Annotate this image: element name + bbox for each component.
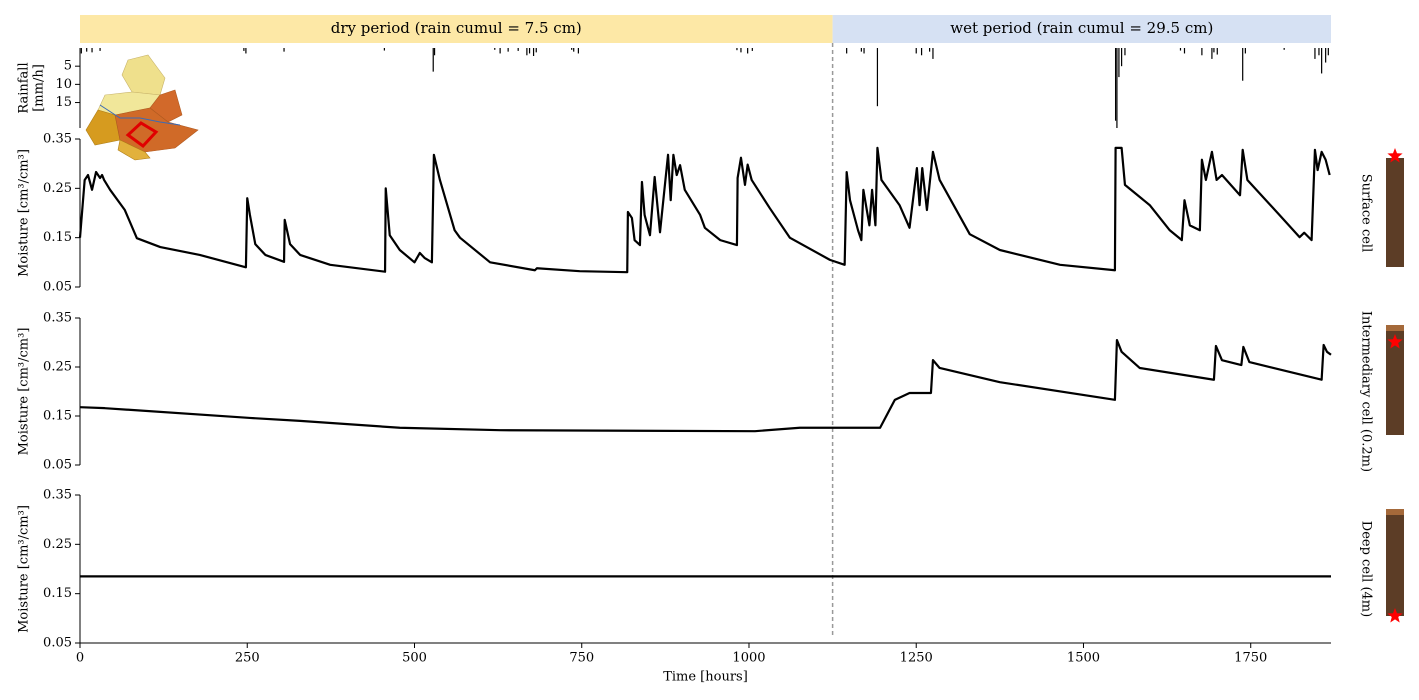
x-tick-label: 1000	[732, 651, 765, 666]
rain-bar	[499, 48, 501, 54]
rain-bar	[432, 48, 434, 72]
y-tick-label: 0.05	[43, 636, 72, 651]
rain-bar	[571, 48, 573, 50]
rain-bar	[740, 48, 742, 53]
rain-bar	[80, 48, 82, 54]
period-label: dry period (rain cumul = 7.5 cm)	[331, 19, 582, 37]
y-tick-label: 0.05	[43, 458, 72, 473]
y-tick-label: 10	[55, 77, 72, 92]
x-tick-label: 1500	[1067, 651, 1100, 666]
rain-bar	[1124, 48, 1126, 56]
rain-bar	[494, 48, 496, 50]
soil-column-icons	[1386, 148, 1404, 623]
rain-bar	[243, 48, 245, 51]
y-tick-label: 0.15	[43, 586, 72, 601]
moisture-line	[78, 146, 1331, 274]
rain-bar	[86, 48, 88, 52]
x-tick-label: 0	[76, 651, 84, 666]
catchment-map	[85, 54, 199, 161]
rain-bar	[507, 48, 509, 52]
y-tick-label: 0.35	[43, 488, 72, 503]
rain-bar	[860, 48, 862, 52]
rain-bar	[1201, 48, 1203, 56]
y-axis-label: Moisture [cm³/cm³]	[17, 328, 32, 456]
y-tick-label: 0.25	[43, 537, 72, 552]
y-tick-label: 0.25	[43, 360, 72, 375]
x-tick-label: 1750	[1234, 651, 1267, 666]
rain-bar	[1211, 48, 1213, 59]
rain-bar	[751, 48, 753, 51]
rain-bar	[245, 48, 247, 54]
rain-bar	[1318, 48, 1320, 56]
rain-bar	[920, 48, 923, 56]
rain-bar	[915, 48, 917, 54]
rain-bar	[1283, 48, 1285, 50]
y-axis-label: Rainfall	[17, 62, 32, 113]
rain-bar	[517, 48, 519, 51]
rain-bar	[863, 48, 865, 54]
y-tick-label: 0.15	[43, 230, 72, 245]
period-label: wet period (rain cumul = 29.5 cm)	[950, 19, 1213, 37]
rain-bar	[1179, 48, 1182, 51]
rain-bar	[747, 48, 749, 54]
y-axis-label: [mm/h]	[32, 64, 47, 112]
rain-bar	[1327, 48, 1329, 56]
panel-label: Deep cell (4m)	[1359, 521, 1374, 617]
rain-bar	[1242, 48, 1244, 81]
moisture-line	[79, 338, 1332, 433]
rain-bar	[1118, 48, 1120, 78]
period-band	[80, 15, 833, 43]
period-band	[832, 15, 1331, 43]
rain-bar	[1216, 48, 1218, 55]
rain-bar	[283, 48, 285, 52]
rain-bar	[528, 48, 531, 54]
rain-bar	[1244, 48, 1246, 54]
rain-bar	[1114, 48, 1117, 121]
rain-bar	[577, 48, 579, 54]
rain-bar	[929, 48, 931, 52]
rain-bar	[526, 48, 528, 56]
rain-bar	[932, 48, 934, 59]
rain-bar	[1321, 48, 1323, 74]
x-axis-label: Time [hours]	[663, 670, 748, 685]
rain-bar	[1183, 48, 1186, 54]
rain-bar	[1213, 48, 1215, 53]
y-tick-label: 0.35	[43, 132, 72, 147]
y-tick-label: 15	[55, 95, 72, 110]
y-tick-label: 0.15	[43, 409, 72, 424]
y-tick-label: 5	[64, 59, 72, 74]
rain-bar	[876, 48, 879, 107]
rain-bar	[1116, 48, 1118, 128]
rain-bar	[433, 48, 436, 56]
panel-label: Surface cell	[1359, 174, 1374, 252]
panel-label: Intermediary cell (0.2m)	[1359, 311, 1374, 472]
rain-bar	[1314, 48, 1316, 59]
rain-bar	[1325, 48, 1327, 63]
x-tick-label: 1250	[900, 651, 933, 666]
rain-bar	[532, 48, 535, 56]
rain-bar	[736, 48, 738, 51]
rain-bar	[383, 48, 385, 51]
rain-bar	[535, 48, 537, 53]
x-tick-label: 500	[402, 651, 427, 666]
x-tick-label: 250	[235, 651, 260, 666]
rain-bar	[91, 48, 93, 53]
y-axis-label: Moisture [cm³/cm³]	[17, 149, 32, 277]
y-tick-label: 0.35	[43, 311, 72, 326]
y-tick-label: 0.25	[43, 181, 72, 196]
rain-bar	[1121, 48, 1123, 67]
y-axis-label: Moisture [cm³/cm³]	[17, 505, 32, 633]
rain-bar	[846, 48, 848, 54]
x-tick-label: 750	[569, 651, 594, 666]
y-tick-label: 0.05	[43, 280, 72, 295]
rain-bar	[99, 48, 101, 51]
rain-bar	[573, 48, 575, 52]
